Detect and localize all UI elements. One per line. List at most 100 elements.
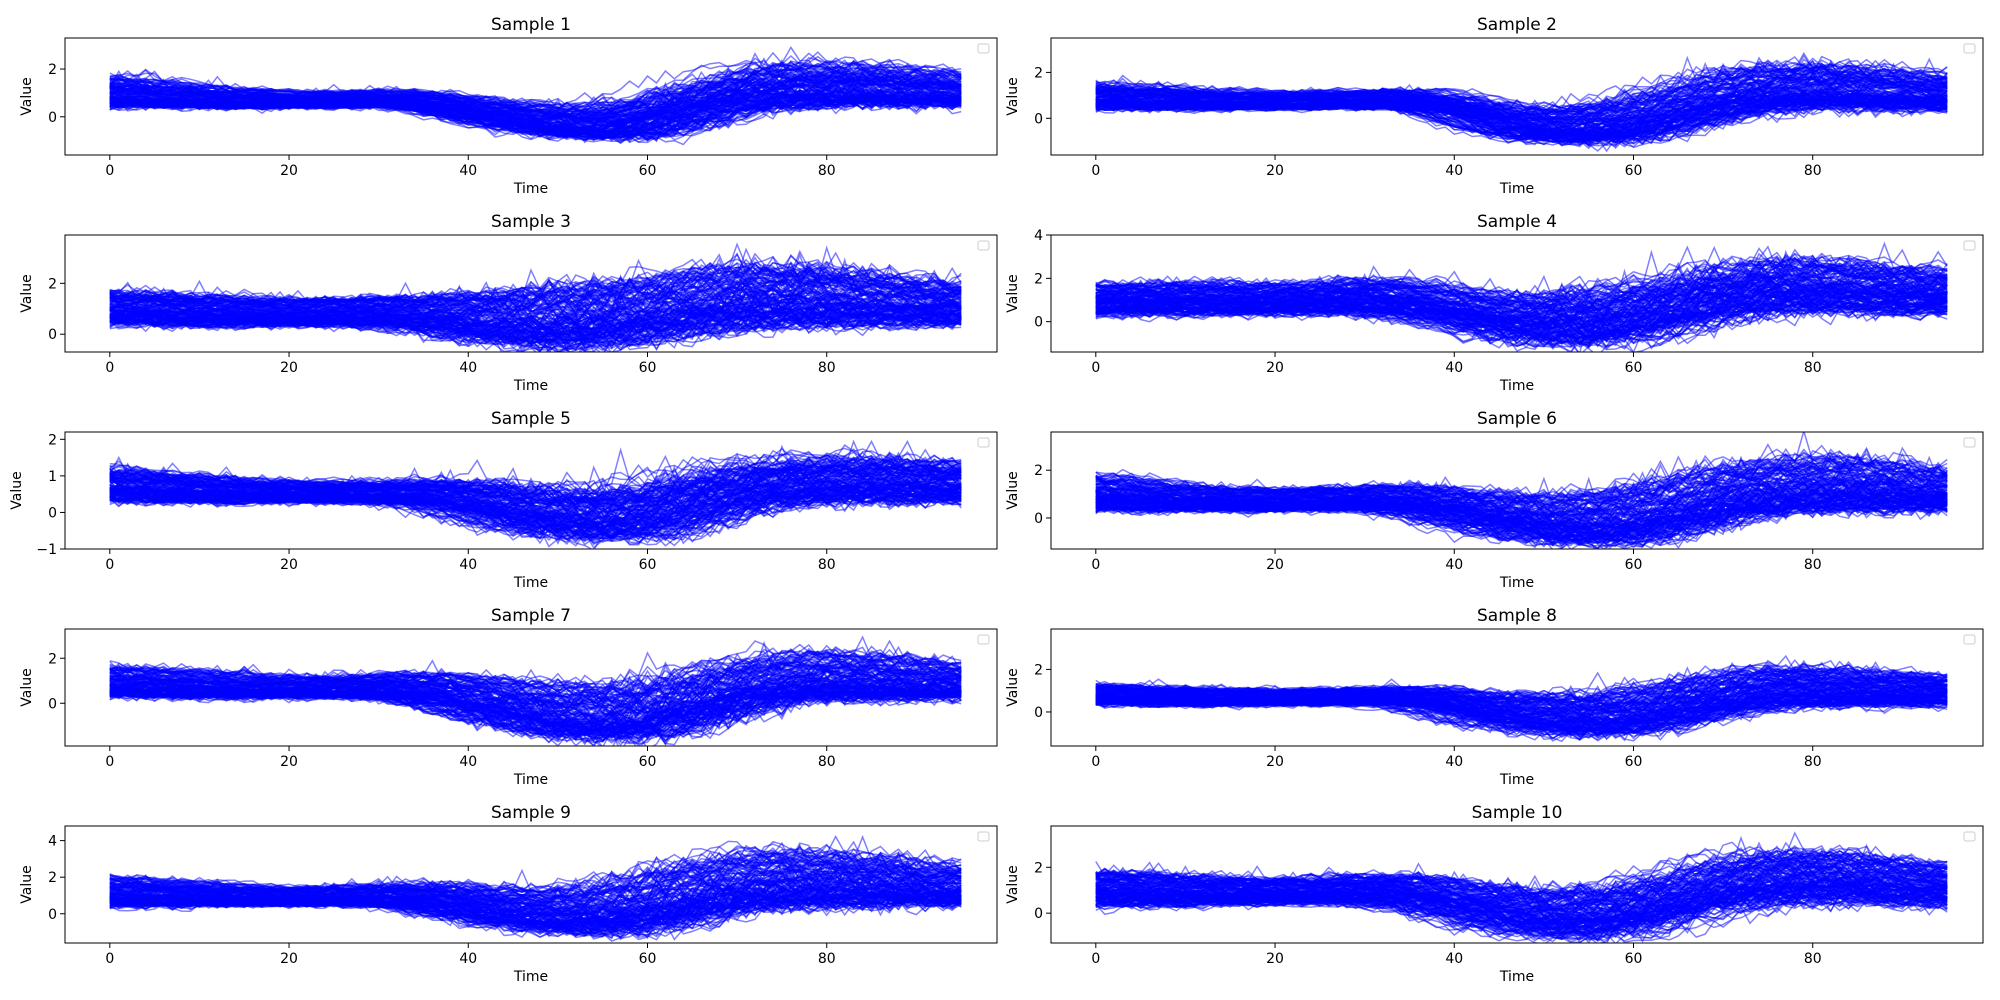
x-axis-label: Time <box>1499 181 1534 197</box>
legend-box <box>977 831 990 842</box>
axes-frame <box>1050 628 1984 747</box>
y-axis-label: Value <box>19 865 35 903</box>
x-tick-label: 20 <box>1266 951 1284 967</box>
subplot-9: 0 20 40 60 80 0 2 4 Sample 9 Time Value <box>19 803 998 985</box>
axes-frame <box>1050 37 1984 156</box>
x-tick-label: 80 <box>1804 163 1822 179</box>
x-tick-label: 0 <box>1091 754 1100 770</box>
series-line <box>1095 256 1948 306</box>
series-line <box>109 264 962 309</box>
subplot-10: 0 20 40 60 80 0 2 Sample 10 Time Value <box>1005 803 1984 985</box>
series-line <box>109 466 962 512</box>
x-tick-label: 0 <box>105 557 114 573</box>
series-line <box>109 62 962 115</box>
series-line <box>1095 495 1948 548</box>
series-line <box>1095 690 1948 731</box>
x-tick-label: 80 <box>818 951 836 967</box>
x-tick-label: 20 <box>1266 163 1284 179</box>
series-line <box>1095 486 1948 536</box>
axes-frame <box>64 234 998 353</box>
x-tick-label: 40 <box>1445 557 1463 573</box>
y-tick-label: 2 <box>1034 860 1043 876</box>
x-axis-label: Time <box>513 181 548 197</box>
series-line <box>1095 455 1948 505</box>
series-line <box>109 280 962 326</box>
series-line <box>1095 58 1948 114</box>
series-line <box>109 840 962 894</box>
y-tick-label: 0 <box>1034 315 1043 331</box>
series-line <box>1095 679 1948 728</box>
legend-box <box>977 240 990 251</box>
x-tick-label: 40 <box>459 951 477 967</box>
y-axis-label: Value <box>19 668 35 706</box>
x-tick-label: 0 <box>1091 557 1100 573</box>
y-axis-label: Value <box>1005 274 1021 312</box>
x-tick-label: 80 <box>818 163 836 179</box>
series-line <box>1095 293 1948 341</box>
y-tick-label: 0 <box>48 110 57 126</box>
series-line <box>1095 461 1948 515</box>
x-tick-label: 80 <box>818 557 836 573</box>
series-line <box>1095 850 1948 901</box>
x-tick-label: 40 <box>459 557 477 573</box>
y-tick-label: 0 <box>1034 511 1043 527</box>
legend-box <box>1963 43 1976 54</box>
y-axis-label: Value <box>1005 471 1021 509</box>
x-tick-label: 80 <box>1804 951 1822 967</box>
series-line <box>1095 94 1948 145</box>
y-tick-label: 4 <box>1034 228 1043 244</box>
y-tick-label: 2 <box>48 276 57 292</box>
series-line <box>1095 676 1948 716</box>
series-group <box>109 242 962 352</box>
x-tick-label: 20 <box>280 557 298 573</box>
series-line <box>109 840 962 898</box>
axes-frame <box>64 825 998 944</box>
y-axis-label: Value <box>19 274 35 312</box>
y-tick-label: 1 <box>48 469 57 485</box>
subplot-5: 0 20 40 60 80 −1 0 1 2 Sample 5 Time Value <box>9 409 998 591</box>
series-line <box>109 463 962 510</box>
subplot-1: 0 20 40 60 80 0 2 Sample 1 Time Value <box>19 15 998 197</box>
series-line <box>109 291 962 331</box>
y-axis-label: Value <box>19 77 35 115</box>
series-line <box>1095 100 1948 148</box>
series-line <box>109 663 962 713</box>
series-line <box>1095 502 1948 549</box>
series-line <box>1095 880 1948 934</box>
series-group <box>1095 654 1948 743</box>
series-line <box>109 472 962 523</box>
legend-box <box>1963 240 1976 251</box>
y-tick-label: 2 <box>1034 662 1043 678</box>
y-axis-label: Value <box>9 471 25 509</box>
series-line <box>109 874 962 924</box>
x-axis-label: Time <box>1499 772 1534 788</box>
axes-frame <box>1050 825 1984 944</box>
series-line <box>109 303 962 345</box>
x-tick-label: 0 <box>105 360 114 376</box>
series-line <box>1095 448 1948 505</box>
legend-box <box>977 437 990 448</box>
series-line <box>109 269 962 312</box>
series-line <box>1095 873 1948 924</box>
series-line <box>109 855 962 908</box>
series-line <box>1095 267 1948 315</box>
series-group <box>109 439 962 549</box>
series-line <box>1095 849 1948 906</box>
x-tick-label: 40 <box>1445 360 1463 376</box>
x-tick-label: 80 <box>1804 754 1822 770</box>
series-group <box>109 834 962 942</box>
x-tick-label: 20 <box>280 163 298 179</box>
x-tick-label: 40 <box>459 754 477 770</box>
axes-frame <box>1050 431 1984 550</box>
y-tick-label: 4 <box>48 834 57 850</box>
y-tick-label: 2 <box>1034 463 1043 479</box>
series-line <box>1095 856 1948 912</box>
series-line <box>109 675 962 739</box>
series-line <box>109 92 962 141</box>
x-axis-label: Time <box>513 772 548 788</box>
legend-box <box>977 43 990 54</box>
x-tick-label: 60 <box>1625 360 1643 376</box>
y-axis-label: Value <box>1005 668 1021 706</box>
x-tick-label: 80 <box>1804 557 1822 573</box>
series-line <box>109 313 962 352</box>
